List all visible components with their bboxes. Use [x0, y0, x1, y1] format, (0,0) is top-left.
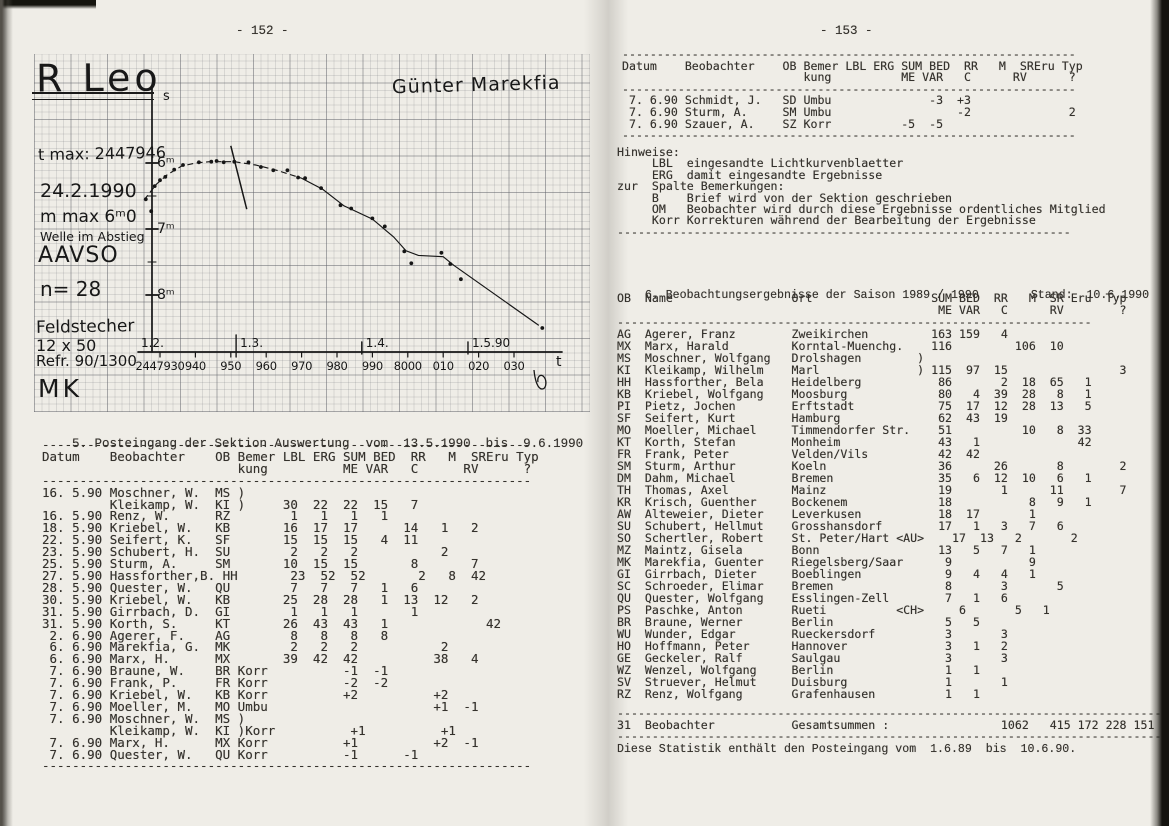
- x-tick-label: 970: [291, 359, 312, 373]
- beobachtungsergebnisse-table: OB Name Ort SUM BED RR M SR Eru Typ ME V…: [617, 291, 1127, 701]
- annotation-instrument-1: Feldstecher: [35, 316, 135, 338]
- annotation-source: AAVSO: [38, 243, 119, 268]
- maximum-marker: [230, 145, 248, 210]
- x-tick-label: 020: [468, 359, 489, 373]
- handwritten-squiggle: [533, 369, 547, 390]
- annotation-observation-count: n= 28: [40, 277, 102, 301]
- date-mark-label: 1.5.90: [472, 336, 510, 350]
- scan-edge-top: [0, 0, 96, 9]
- date-mark-label: 1.2.: [141, 336, 164, 350]
- section5-date-range: vom 13.5.1990 bis 9.6.1990: [365, 436, 584, 451]
- title-double-underline: [32, 92, 154, 100]
- section6-stand-date: Stand: 10.6.1990: [1030, 288, 1150, 302]
- light-curve-chart: 6ᵐ 7ᵐ 8ᵐ s 2447930 940 950 960 970 980 990 8000 010 0…: [135, 87, 563, 390]
- date-mark-label: 1.4.: [366, 336, 389, 350]
- chart-axes: [137, 87, 563, 358]
- y-tick-label: 7ᵐ: [157, 221, 175, 237]
- date-mark-label: 1.3.: [240, 336, 263, 350]
- x-tick-label: 960: [256, 359, 277, 373]
- statistics-footer-note: Diese Statistik enthält den Posteingang …: [617, 743, 1077, 756]
- x-tick-label: 990: [362, 359, 383, 373]
- scan-edge-left: [0, 0, 13, 826]
- posteingang-table: ----------------------------------------…: [42, 437, 539, 774]
- y-tick-label: 6ᵐ: [157, 155, 175, 171]
- section6-heading: 6. Beobachtungsergebnisse der Saison 198…: [617, 278, 1149, 313]
- section5-title: 5. Posteingang der Sektion Auswertung: [72, 436, 350, 451]
- annotation-instrument-2: 12 x 50: [36, 336, 97, 355]
- y-axis-label: s: [163, 89, 170, 104]
- observer-name: Günter Marekfia: [391, 71, 561, 99]
- x-axis-label: t: [556, 354, 562, 370]
- observation-points: [143, 159, 545, 330]
- x-tick-label: 940: [185, 359, 206, 373]
- page-number-right: - 153 -: [820, 24, 873, 38]
- annotation-t-max: t max: 2447946: [37, 142, 167, 165]
- annotation-instrument-3: Refr. 90/1300: [36, 352, 137, 370]
- annotation-max-date: 24.2.1990: [40, 180, 137, 202]
- page-number-left: - 152 -: [236, 24, 289, 38]
- posteingang-continuation-table: ----------------------------------------…: [622, 47, 1083, 143]
- annotation-m-max: m max 6ᵐ0: [40, 207, 137, 227]
- x-tick-label: 950: [220, 359, 241, 373]
- annotation-note: Welle im Abstieg: [40, 229, 145, 244]
- hinweise-legend: Hinweise: LBL eingesandte Lichtkurvenbla…: [617, 145, 1106, 239]
- gesamtsummen-row: ----------------------------------------…: [617, 706, 1169, 743]
- x-tick-label: 980: [326, 359, 347, 373]
- annotation-observer-initials: MK: [38, 374, 82, 403]
- x-tick-label: 030: [503, 359, 524, 373]
- x-tick-label: 2447930: [135, 359, 184, 373]
- light-curve-line-dashed: [143, 161, 302, 201]
- x-tick-label: 010: [433, 359, 454, 373]
- x-tick-label: 8000: [394, 359, 422, 373]
- section5-heading: 5. Posteingang der Sektion Auswertung vom…: [42, 427, 583, 463]
- scan-edge-right: [1150, 0, 1169, 826]
- y-tick-label: 8ᵐ: [157, 287, 175, 303]
- section6-title: 6. Beobachtungsergebnisse der Saison 198…: [644, 288, 979, 302]
- light-curve-line: [301, 177, 540, 326]
